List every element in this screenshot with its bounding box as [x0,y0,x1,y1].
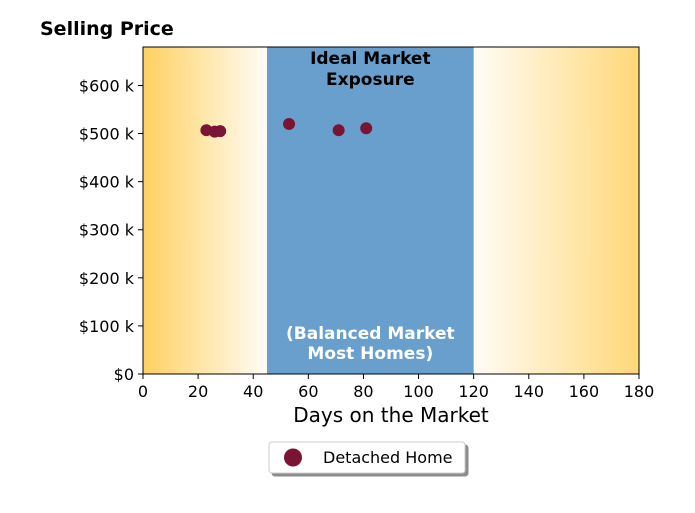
x-axis-title: Days on the Market [293,403,489,427]
y-tick-label: $400 k [79,173,135,192]
x-tick-label: 140 [514,382,545,401]
y-axis-title: Selling Price [40,18,174,40]
legend-marker [284,448,302,467]
band-label-top-line-1: Ideal Market [310,49,431,69]
x-tick-label: 60 [298,382,318,401]
legend-box [268,441,466,474]
y-tick-label: $300 k [79,221,135,240]
x-tick-label: 0 [138,382,148,401]
y-axis-ticks: $0 $100 k $200 k $300 k $400 k $500 k $600 k [79,76,143,384]
x-tick-label: 80 [353,382,373,401]
band-label-top-line-2: Exposure [326,70,415,90]
x-tick-label: 120 [458,382,489,401]
y-tick-label: $0 [114,365,134,384]
y-tick-label: $100 k [79,317,135,336]
band-label-bottom-line-1: (Balanced Market [286,324,455,344]
data-point [360,122,373,135]
x-axis-ticks: 0 20 40 60 80 100 120 140 160 180 [138,374,654,401]
plot-frame [142,46,640,375]
y-tick-label: $600 k [79,76,135,95]
right-gradient-region [473,47,639,374]
legend-label-detached-home: Detached Home [323,448,453,467]
y-tick-label: $500 k [79,125,135,144]
x-tick-label: 180 [624,382,655,401]
legend: Detached Home [268,441,466,474]
data-points [200,117,373,138]
x-tick-label: 100 [403,382,434,401]
x-tick-label: 20 [188,382,208,401]
y-tick-label: $200 k [79,269,135,288]
data-point [332,124,345,137]
band-label-bottom-line-2: Most Homes) [307,344,433,364]
x-tick-label: 40 [243,382,263,401]
data-point [283,117,296,130]
x-tick-label: 160 [569,382,600,401]
ideal-exposure-band [267,47,474,374]
left-gradient-region [143,47,267,374]
data-point [214,125,227,138]
